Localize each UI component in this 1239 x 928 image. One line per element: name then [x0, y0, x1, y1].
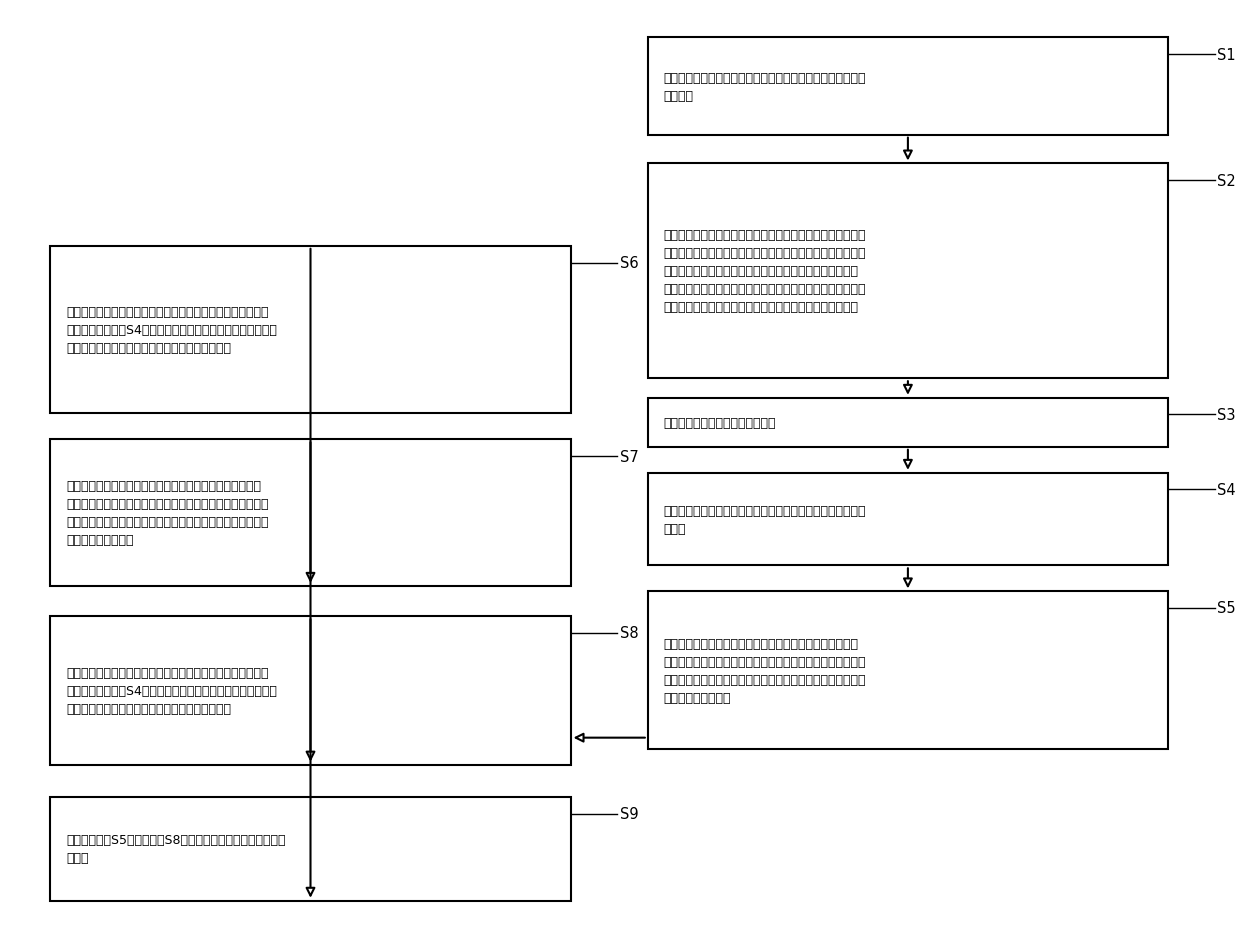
Text: S7: S7	[620, 449, 638, 464]
Text: 工件沿顺时针方向旋转，两抛光轮分别向远离工件的方向移
动，同时两抛光轮自转分别对所述第二部分和第四部分进行抛
光，工件的旋转轴从初始位置旋转过第二分段角度，两抛: 工件沿顺时针方向旋转，两抛光轮分别向远离工件的方向移 动，同时两抛光轮自转分别对…	[66, 480, 269, 547]
Text: 重复所述步骤S5至所述步骤S8直至工件的左右对边抛光至所需
效果。: 重复所述步骤S5至所述步骤S8直至工件的左右对边抛光至所需 效果。	[66, 833, 286, 864]
FancyBboxPatch shape	[648, 164, 1168, 379]
Text: S3: S3	[1217, 407, 1235, 422]
FancyBboxPatch shape	[51, 617, 571, 765]
Text: S2: S2	[1217, 174, 1235, 188]
Text: S4: S4	[1217, 483, 1235, 497]
FancyBboxPatch shape	[648, 398, 1168, 447]
Text: 在抛光机的主机上输入程序参数；: 在抛光机的主机上输入程序参数；	[664, 417, 776, 430]
FancyBboxPatch shape	[51, 797, 571, 901]
FancyBboxPatch shape	[648, 592, 1168, 749]
Text: 工件沿逆时针方向旋转回归至初始位置，同时两抛光轮沿原轨
迹返回至所述步骤S4中两抛光轮的最终位置，同时两抛光轮自
转分别对所述第二部分和第四部分进行重复抛光；: 工件沿逆时针方向旋转回归至初始位置，同时两抛光轮沿原轨 迹返回至所述步骤S4中两…	[66, 666, 278, 715]
Text: S5: S5	[1217, 600, 1235, 616]
Text: S1: S1	[1217, 47, 1235, 62]
Text: 将工件放入工位并固定，工件的左右对边沿工件的旋转轴呈对
称设置；: 将工件放入工位并固定，工件的左右对边沿工件的旋转轴呈对 称设置；	[664, 71, 866, 102]
FancyBboxPatch shape	[51, 440, 571, 586]
Text: 工件沿逆时针方向旋转，两抛光轮分别向远离工件的方向移
动，同时两抛光轮自转分别对所述第一部分和第三部分进行抛
光，工件的旋转轴从初始位置旋转过第一分段角度，两抛: 工件沿逆时针方向旋转，两抛光轮分别向远离工件的方向移 动，同时两抛光轮自转分别对…	[664, 637, 866, 703]
Text: S9: S9	[620, 806, 638, 821]
FancyBboxPatch shape	[648, 473, 1168, 566]
Text: S6: S6	[620, 256, 638, 271]
Text: 工件沿顺时针方向旋转回归至初始位置，同时两抛光轮沿原轨
迹返回至所述步骤S4中两抛光轮的最终位置，同时两抛光轮自
转分别对所述第一部分和第三部分进行重复抛光；: 工件沿顺时针方向旋转回归至初始位置，同时两抛光轮沿原轨 迹返回至所述步骤S4中两…	[66, 305, 278, 354]
FancyBboxPatch shape	[51, 247, 571, 413]
Text: S8: S8	[620, 625, 638, 641]
Text: 设置抛光轮和工件的初始位置，两抛光轮分别位于工件的左右
对边的外侧、两抛光轮的外缘分别与工件的左右对边的加工面
相切，两切点分别将工件的一组对边分为第一部分、第: 设置抛光轮和工件的初始位置，两抛光轮分别位于工件的左右 对边的外侧、两抛光轮的外…	[664, 229, 866, 314]
Text: 两抛光轮朝向工件方向移动，移动距离为预先设定的抛光轮吃
入量；: 两抛光轮朝向工件方向移动，移动距离为预先设定的抛光轮吃 入量；	[664, 504, 866, 535]
FancyBboxPatch shape	[648, 38, 1168, 135]
